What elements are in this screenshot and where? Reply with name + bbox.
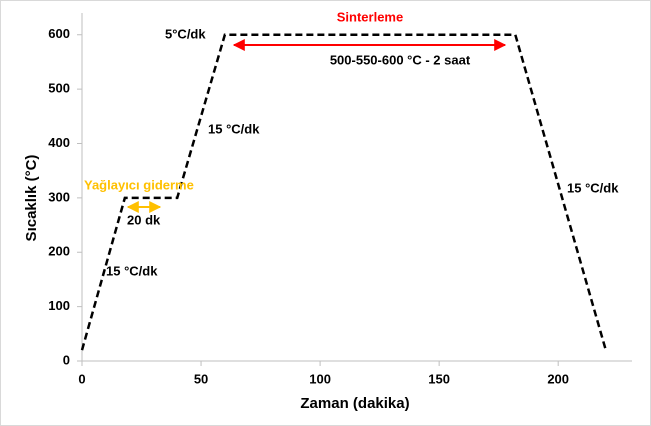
x-axis-label: Zaman (dakika): [300, 395, 409, 412]
x-tick-label: 50: [194, 371, 208, 386]
annotation: 15 °C/dk: [567, 180, 619, 195]
x-tick-label: 0: [78, 371, 85, 386]
y-tick-label: 400: [48, 135, 70, 150]
y-tick-label: 500: [48, 81, 70, 96]
annotation: 15 °C/dk: [106, 263, 158, 278]
x-tick-label: 150: [428, 371, 450, 386]
y-tick-label: 0: [63, 352, 70, 367]
y-tick-label: 600: [48, 26, 70, 41]
x-tick-label: 100: [309, 371, 331, 386]
annotation: 15 °C/dk: [208, 121, 260, 136]
annotation: 500-550-600 °C - 2 saat: [330, 52, 471, 67]
annotation: Yağlayıcı giderme: [84, 177, 194, 192]
x-tick-label: 200: [547, 371, 569, 386]
y-tick-label: 300: [48, 189, 70, 204]
annotation: 20 dk: [127, 212, 161, 227]
y-tick-label: 200: [48, 244, 70, 259]
annotation: 5°C/dk: [165, 26, 206, 41]
annotation: Sinterleme: [337, 9, 403, 24]
y-tick-label: 100: [48, 298, 70, 313]
y-axis-label: Sıcaklık (°C): [23, 155, 40, 242]
